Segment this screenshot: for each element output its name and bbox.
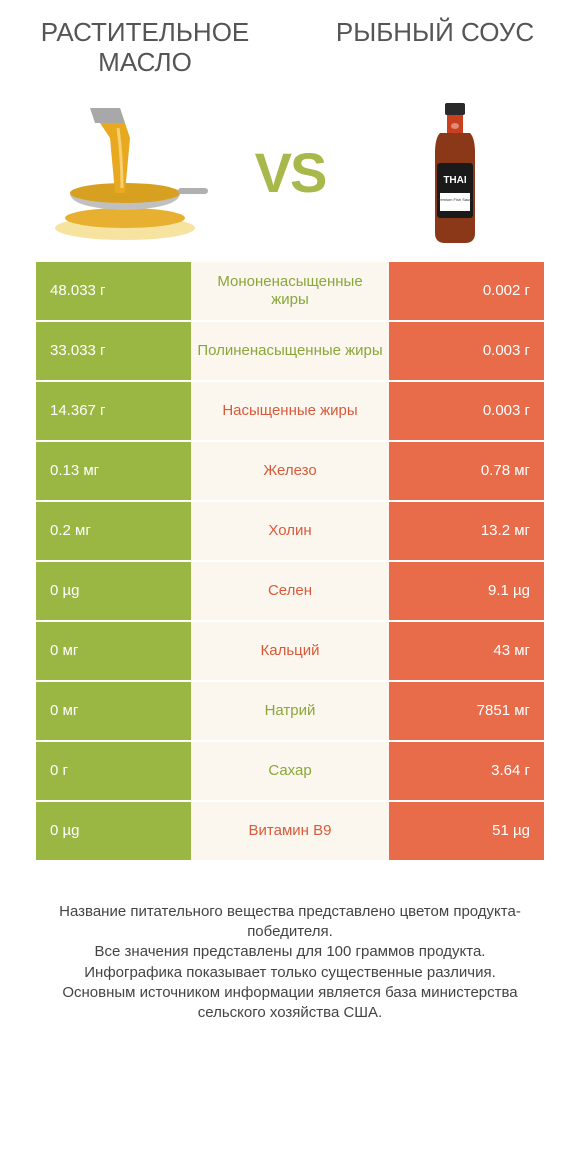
footer-notes: Название питательного вещества представл… — [0, 862, 580, 1024]
table-row: 0 мгКальций43 мг — [36, 622, 544, 680]
nutrient-label: Кальций — [191, 622, 389, 680]
footer-line: Основным источником информации является … — [30, 983, 550, 1024]
table-row: 0.13 мгЖелезо0.78 мг — [36, 442, 544, 500]
nutrient-label: Сахар — [191, 742, 389, 800]
table-row: 0 µgВитамин B951 µg — [36, 802, 544, 860]
value-right: 9.1 µg — [389, 562, 544, 620]
value-left: 0 мг — [36, 682, 191, 740]
images-row: VS THAI Premium Fish Sauce — [0, 88, 580, 258]
table-row: 0 µgСелен9.1 µg — [36, 562, 544, 620]
footer-line: Инфографика показывает только существенн… — [30, 963, 550, 983]
table-row: 0 гСахар3.64 г — [36, 742, 544, 800]
svg-text:THAI: THAI — [443, 175, 467, 186]
header: РАСТИТЕЛЬНОЕ МАСЛО РЫБНЫЙ СОУС — [0, 0, 580, 88]
value-left: 0 мг — [36, 622, 191, 680]
table-row: 14.367 гНасыщенные жиры0.003 г — [36, 382, 544, 440]
nutrient-label: Насыщенные жиры — [191, 382, 389, 440]
product-right-image: THAI Premium Fish Sauce — [370, 98, 540, 248]
value-left: 0 г — [36, 742, 191, 800]
product-left-title: РАСТИТЕЛЬНОЕ МАСЛО — [30, 18, 260, 78]
value-right: 0.003 г — [389, 322, 544, 380]
product-left-image — [40, 98, 210, 248]
value-right: 0.78 мг — [389, 442, 544, 500]
nutrient-label: Витамин B9 — [191, 802, 389, 860]
nutrient-label: Селен — [191, 562, 389, 620]
value-left: 0.2 мг — [36, 502, 191, 560]
value-right: 43 мг — [389, 622, 544, 680]
svg-text:Premium Fish Sauce: Premium Fish Sauce — [436, 197, 474, 202]
value-left: 33.033 г — [36, 322, 191, 380]
nutrient-label: Мононенасыщенные жиры — [191, 262, 389, 320]
product-right-title: РЫБНЫЙ СОУС — [320, 18, 550, 78]
value-right: 0.003 г — [389, 382, 544, 440]
table-row: 0 мгНатрий7851 мг — [36, 682, 544, 740]
vs-label: VS — [255, 140, 326, 205]
nutrient-label: Полиненасыщенные жиры — [191, 322, 389, 380]
value-right: 3.64 г — [389, 742, 544, 800]
table-row: 0.2 мгХолин13.2 мг — [36, 502, 544, 560]
comparison-table: 48.033 гМононенасыщенные жиры0.002 г33.0… — [0, 258, 580, 860]
oil-icon — [40, 98, 210, 248]
value-right: 13.2 мг — [389, 502, 544, 560]
value-left: 14.367 г — [36, 382, 191, 440]
nutrient-label: Натрий — [191, 682, 389, 740]
value-right: 51 µg — [389, 802, 544, 860]
bottle-icon: THAI Premium Fish Sauce — [415, 98, 495, 248]
value-left: 0.13 мг — [36, 442, 191, 500]
value-right: 0.002 г — [389, 262, 544, 320]
footer-line: Название питательного вещества представл… — [30, 902, 550, 943]
table-row: 48.033 гМононенасыщенные жиры0.002 г — [36, 262, 544, 320]
nutrient-label: Холин — [191, 502, 389, 560]
nutrient-label: Железо — [191, 442, 389, 500]
value-left: 48.033 г — [36, 262, 191, 320]
value-left: 0 µg — [36, 562, 191, 620]
value-left: 0 µg — [36, 802, 191, 860]
value-right: 7851 мг — [389, 682, 544, 740]
table-row: 33.033 гПолиненасыщенные жиры0.003 г — [36, 322, 544, 380]
footer-line: Все значения представлены для 100 граммо… — [30, 942, 550, 962]
